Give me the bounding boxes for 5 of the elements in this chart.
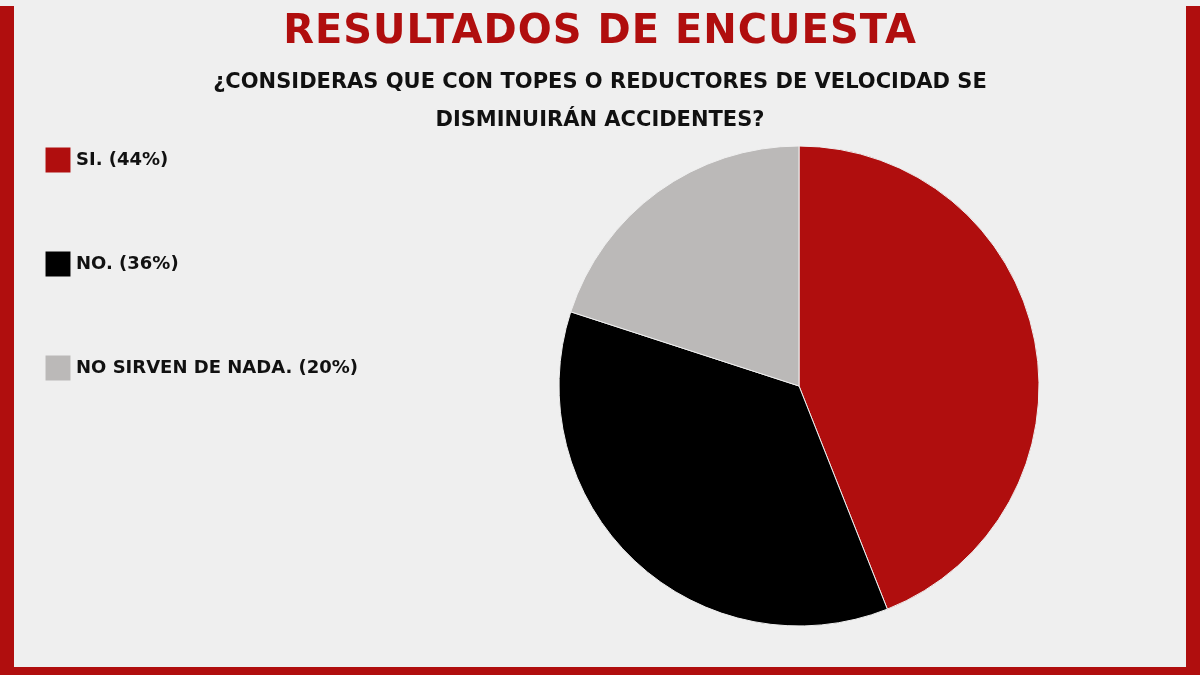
legend-label: NO. (36%)	[76, 252, 179, 273]
chart-subtitle: ¿CONSIDERAS QUE CON TOPES O REDUCTORES DE VELOCIDAD SE DISMINUIRÁN ACCIDENTES?	[212, 68, 988, 133]
chart-title: RESULTADOS DE ENCUESTA	[282, 6, 918, 52]
legend-label: SI. (44%)	[76, 148, 169, 169]
legend-label: NO SIRVEN DE NADA. (20%)	[76, 356, 359, 377]
